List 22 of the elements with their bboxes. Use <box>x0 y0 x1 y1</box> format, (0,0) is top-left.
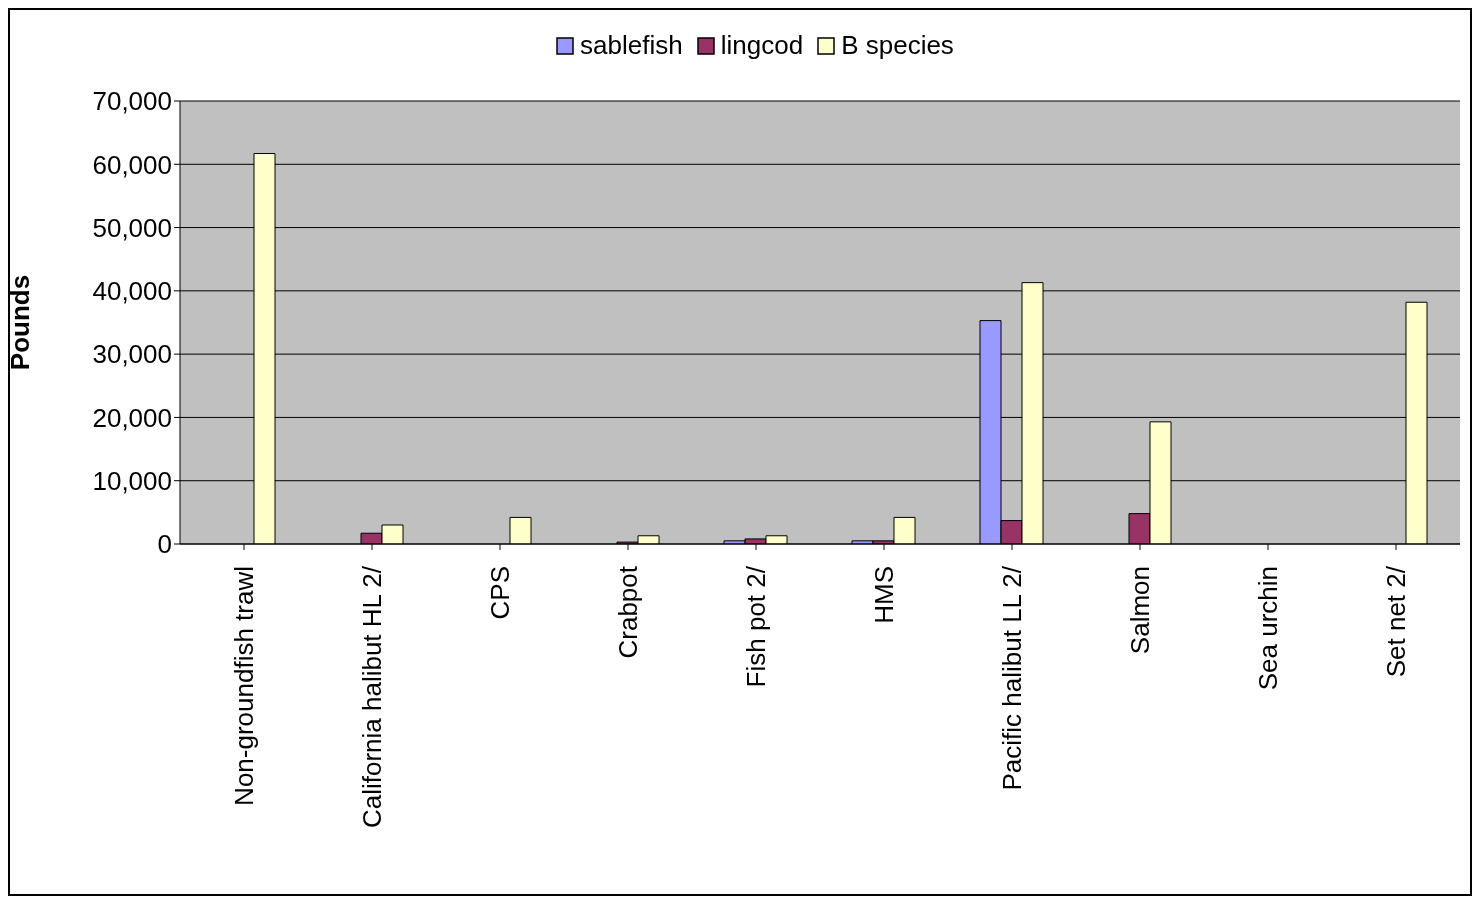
x-tick-label: Fish pot 2/ <box>741 565 771 688</box>
y-tick-label: 40,000 <box>92 276 172 307</box>
x-tick-label: Set net 2/ <box>1381 565 1411 678</box>
x-tick-label: CPS <box>485 566 515 620</box>
y-tick-label: 70,000 <box>92 86 172 117</box>
y-axis-title: Pounds <box>5 274 36 371</box>
y-tick-label: 50,000 <box>92 212 172 243</box>
y-tick-label: 60,000 <box>92 149 172 180</box>
x-tick-label: Non-groundfish trawl <box>229 566 259 806</box>
y-tick-label: 10,000 <box>92 465 172 496</box>
x-tick-label: Salmon <box>1125 566 1155 655</box>
x-tick-label: California halibut HL 2/ <box>357 565 387 829</box>
legend-label: lingcod <box>720 30 804 61</box>
x-tick-label: Crabpot <box>613 565 643 659</box>
x-tick-label: Pacific halibut LL 2/ <box>997 565 1027 791</box>
y-tick-label: 30,000 <box>92 339 172 370</box>
x-tick-label: HMS <box>869 566 899 624</box>
y-tick-label: 0 <box>157 529 172 560</box>
y-tick-label: 20,000 <box>92 402 172 433</box>
legend-label: sablefish <box>580 30 683 61</box>
x-tick-label: Sea urchin <box>1253 566 1283 691</box>
legend-label: B species <box>841 30 954 61</box>
